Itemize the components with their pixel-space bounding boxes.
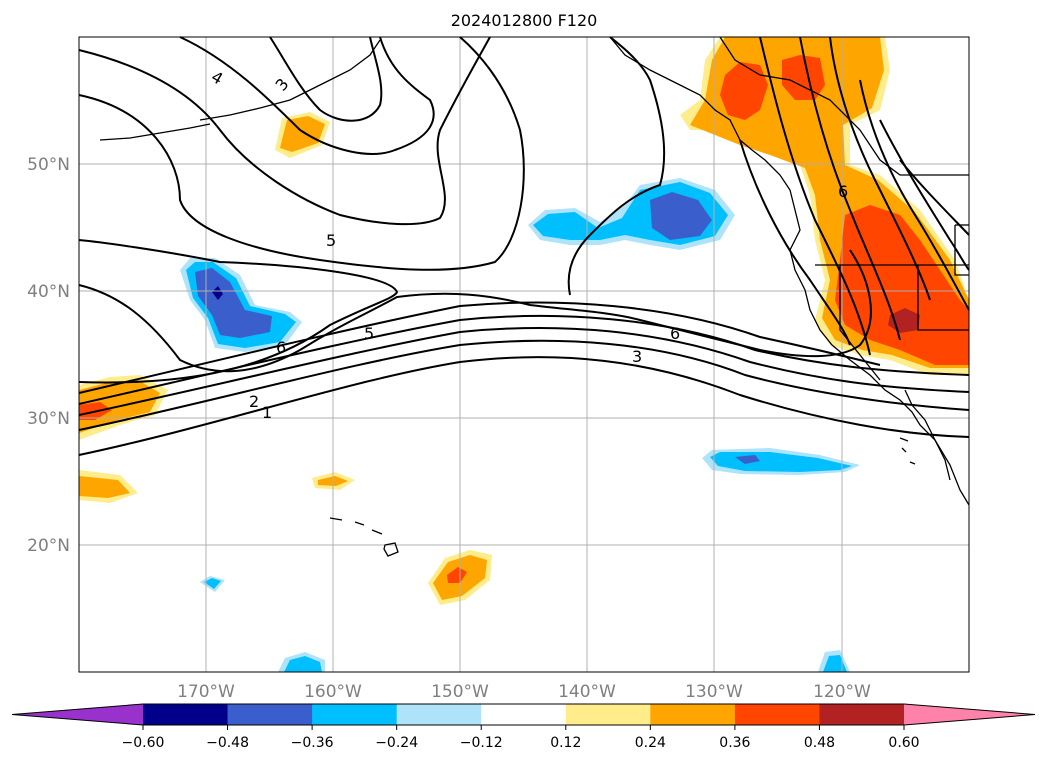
colorbar-cell [396, 704, 482, 725]
strong-negative-region [650, 192, 712, 240]
contour-line [78, 339, 970, 431]
contour-label: 2 [249, 392, 259, 411]
negative-anomaly-region [284, 656, 322, 672]
colorbar-tick-label: 0.12 [550, 735, 581, 751]
lon-tick-label: 160°W [304, 682, 362, 702]
contour-line [759, 36, 871, 356]
contour-label: 5 [364, 324, 374, 343]
colorbar-cell [143, 704, 229, 725]
contour-line [78, 36, 491, 226]
strong-positive-region [782, 55, 825, 100]
colorbar: −0.60 −0.48 −0.36 −0.24 −0.12 0.12 0.24 0.36 0.4… [11, 703, 1036, 751]
lon-tick-label: 150°W [431, 682, 489, 702]
hawaii-islands [329, 517, 399, 557]
lat-tick-label: 30°N [27, 409, 70, 429]
coastlines [99, 36, 970, 557]
coastline-inland-border [719, 36, 969, 176]
contour-line [859, 79, 970, 311]
lat-tick-label: 20°N [27, 536, 70, 556]
negative-anomaly-region [823, 655, 847, 672]
lon-tick-label: 130°W [685, 682, 743, 702]
state-border [839, 265, 881, 381]
strong-positive-region [447, 567, 467, 583]
state-border [917, 265, 969, 331]
latitude-labels: 50°N 40°N 30°N 20°N [27, 155, 70, 556]
baja-islands [899, 437, 916, 465]
contour-label: 5 [326, 231, 336, 250]
lat-tick-label: 40°N [27, 282, 70, 302]
contour-label: 1 [262, 403, 272, 422]
coastline-baja [904, 389, 951, 481]
contour-label: 3 [632, 347, 642, 366]
colorbar-tick-label: 0.24 [635, 735, 666, 751]
contour-line [78, 301, 881, 394]
contour-label: 6 [276, 338, 286, 357]
colorbar-cell [819, 704, 905, 725]
colorbar-ticks: −0.60 −0.48 −0.36 −0.24 −0.12 0.12 0.24 0.36 0.4… [122, 725, 920, 751]
negative-anomaly-region [204, 578, 221, 589]
map-frame [78, 36, 970, 673]
coastline-north-america [609, 36, 970, 506]
colorbar-tick-label: −0.24 [375, 735, 418, 751]
colorbar-tick-label: 0.60 [888, 735, 919, 751]
contour-line [78, 249, 872, 373]
longitude-labels: 170°W 160°W 150°W 140°W 130°W 120°W [177, 682, 871, 702]
strong-negative-region [735, 455, 760, 464]
strong-negative-region [195, 268, 272, 338]
colorbar-cell [565, 704, 651, 725]
colorbar-cell [734, 704, 820, 725]
colorbar-cell [481, 704, 567, 725]
very-strong-negative-region [212, 286, 223, 300]
contour-line [799, 36, 901, 341]
contour-line [879, 119, 970, 271]
contour-line [567, 36, 666, 296]
coastline-alaska [199, 39, 381, 121]
lon-tick-label: 140°W [558, 682, 616, 702]
shaded-fields [79, 37, 969, 672]
colorbar-tick-label: −0.60 [122, 735, 165, 751]
coastline-aleutians [99, 123, 211, 141]
state-border [954, 225, 969, 276]
contour-line [78, 356, 970, 456]
colorbar-tick-label: 0.48 [804, 735, 835, 751]
colorbar-cell [227, 704, 313, 725]
map-panel: 4 3 5 6 5 6 2 1 6 3 [78, 36, 970, 673]
contour-line [269, 36, 383, 122]
contour-line [739, 139, 851, 346]
contour-line [829, 36, 931, 301]
colorbar-tick-label: −0.36 [291, 735, 334, 751]
contour-label: 6 [838, 182, 848, 201]
colorbar-tick-label: −0.12 [460, 735, 503, 751]
contour-line [78, 36, 525, 271]
contour-label: 6 [670, 324, 680, 343]
strong-positive-region [720, 62, 768, 120]
colorbar-extend-low [12, 704, 143, 725]
lon-tick-label: 170°W [177, 682, 235, 702]
colorbar-tick-label: −0.48 [206, 735, 249, 751]
positive-anomaly-region [280, 116, 325, 152]
colorbar-cell [312, 704, 398, 725]
contour-line [179, 36, 435, 155]
colorbar-cells [11, 703, 1036, 726]
colorbar-extend-high [904, 704, 1035, 725]
lat-tick-label: 50°N [27, 155, 70, 175]
contour-line [899, 159, 970, 236]
contour-line [78, 326, 970, 416]
contour-line [78, 314, 970, 405]
figure-title: 2024012800 F120 [451, 11, 598, 30]
colorbar-tick-label: 0.36 [719, 735, 750, 751]
positive-anomaly-region [79, 476, 130, 498]
colorbar-cell [650, 704, 736, 725]
contour-lines [78, 36, 970, 456]
lon-tick-label: 120°W [813, 682, 871, 702]
